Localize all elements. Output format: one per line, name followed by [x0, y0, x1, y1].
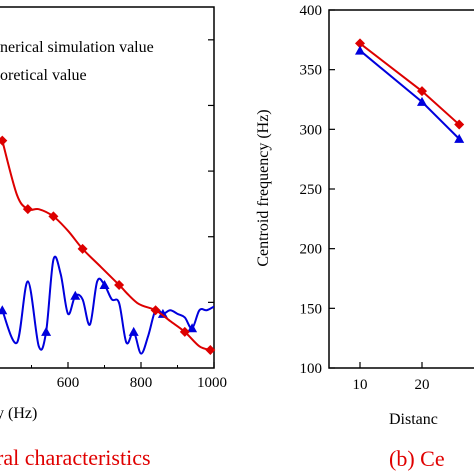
data-point-b-1 [355, 45, 365, 55]
legend-entry-numerical: nerical simulation value [0, 39, 154, 56]
x-tick-label-a: 600 [57, 375, 80, 391]
data-point-b-0 [355, 38, 365, 49]
plot-frame-a [0, 6, 215, 369]
x-tick-label-a: 800 [130, 375, 153, 391]
data-point-a-0 [99, 279, 110, 289]
panel-a: 600 800 1000 nerical simulation value oret… [0, 6, 227, 470]
series-line-b-0 [359, 42, 460, 126]
data-point-b-1 [454, 133, 465, 143]
y-tick-label-b: 350 [300, 63, 323, 79]
series-layer-b [355, 38, 465, 143]
panel-b: 100 150 200 250 300 350 400 10 20 Centroid freq… [255, 3, 474, 471]
y-tick-label-b: 200 [300, 242, 323, 258]
data-point-a-1 [205, 344, 216, 355]
data-point-a-1 [77, 243, 88, 254]
y-tick-label-b: 400 [300, 3, 323, 19]
data-point-b-0 [454, 119, 465, 130]
data-point-a-0 [41, 326, 52, 336]
data-point-a-1 [179, 326, 190, 337]
caption-b: (b) Ce [389, 446, 445, 471]
legend-entry-theoretical: oretical value [0, 67, 87, 84]
y-tick-label-b: 250 [300, 182, 323, 198]
caption-a: ral characteristics [0, 445, 151, 470]
legend-a: nerical simulation value oretical value [0, 39, 154, 84]
data-point-a-1 [48, 211, 59, 222]
x-axis-ticks-a: 600 800 1000 [31, 39, 227, 391]
series-line-a-0 [1, 255, 214, 355]
data-point-a-0 [0, 305, 8, 315]
y-axis-title-b: Centroid frequency (Hz) [255, 109, 272, 266]
x-axis-title-b: Distanc [389, 411, 438, 428]
data-point-a-0 [70, 290, 81, 300]
data-point-b-0 [417, 86, 427, 97]
y-tick-label-b: 100 [300, 361, 323, 377]
y-axis-ticks-b: 100 150 200 250 300 350 400 [300, 3, 335, 377]
data-point-a-0 [128, 326, 139, 336]
data-point-a-1 [0, 135, 8, 146]
x-tick-label-b: 10 [353, 377, 368, 393]
data-point-a-1 [22, 204, 33, 215]
series-line-b-1 [359, 49, 460, 140]
x-axis-ticks-b: 10 20 [353, 362, 430, 393]
data-point-a-0 [187, 323, 198, 333]
data-point-a-0 [157, 308, 168, 318]
y-tick-label-b: 300 [300, 122, 323, 138]
x-tick-label-b: 20 [415, 377, 430, 393]
y-tick-label-b: 150 [300, 301, 323, 317]
series-layer-a [0, 135, 216, 355]
data-point-a-1 [150, 305, 161, 316]
data-point-b-1 [417, 96, 427, 106]
plot-frame-b [328, 9, 474, 369]
x-tick-label-a: 1000 [197, 375, 227, 391]
x-axis-title-a: y (Hz) [0, 405, 37, 422]
data-point-a-1 [114, 279, 125, 290]
